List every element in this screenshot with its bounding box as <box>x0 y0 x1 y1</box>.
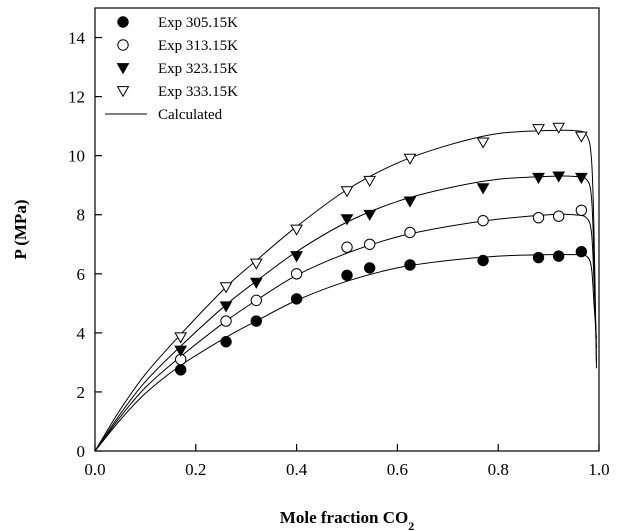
y-tick-label: 12 <box>68 88 85 107</box>
calculated-curve <box>94 175 597 452</box>
y-tick-label: 8 <box>77 206 86 225</box>
y-tick-label: 6 <box>77 265 86 284</box>
y-axis-title: P (MPa) <box>11 200 30 260</box>
y-axis: 0 2 4 6 8 10 12 14 <box>68 29 102 461</box>
data-point <box>532 211 545 224</box>
data-point <box>174 345 188 357</box>
calculated-curve <box>94 253 597 452</box>
x-tick-label: 0.8 <box>488 460 509 479</box>
data-point <box>477 254 489 267</box>
data-point <box>476 183 490 195</box>
data-point <box>404 259 416 271</box>
data-point <box>250 294 262 307</box>
data-point <box>574 131 588 143</box>
data-point <box>363 209 377 221</box>
series-4 <box>174 122 588 344</box>
y-tick-label: 14 <box>68 29 86 48</box>
legend-marker <box>117 39 129 51</box>
data-point <box>220 315 232 327</box>
y-tick-label: 0 <box>77 442 86 461</box>
x-axis-title: Mole fraction CO2 <box>280 508 414 531</box>
legend-label: Exp 305.15K <box>158 15 238 31</box>
x-tick-label: 0.2 <box>185 460 206 479</box>
data-point <box>340 186 354 198</box>
legend-label: Exp 333.15K <box>158 84 238 100</box>
data-point <box>404 226 416 239</box>
calculated-curves <box>94 129 597 452</box>
data-point <box>532 172 545 185</box>
y-tick-label: 2 <box>77 383 86 402</box>
data-point <box>290 251 303 263</box>
data-point <box>363 262 376 274</box>
plot-frame <box>94 7 600 452</box>
data-point <box>340 214 354 226</box>
legend-label: Calculated <box>158 107 223 123</box>
data-point <box>363 175 377 188</box>
legend-marker <box>116 63 130 75</box>
x-axis-title-main: Mole fraction CO <box>280 508 408 527</box>
data-point <box>290 224 303 236</box>
legend: Exp 305.15K Exp 313.15K Exp 323.15K Exp 333… <box>105 15 238 123</box>
data-point <box>552 122 566 134</box>
legend-marker <box>116 86 130 98</box>
data-markers <box>174 122 588 376</box>
data-point <box>476 137 490 149</box>
data-point <box>532 251 545 264</box>
series-3 <box>174 171 588 357</box>
data-point <box>290 293 303 305</box>
data-point <box>574 172 588 185</box>
x-tick-label: 1.0 <box>588 460 609 479</box>
x-axis-title-subscript: 2 <box>408 519 414 531</box>
data-point <box>341 241 353 253</box>
data-point <box>219 301 233 313</box>
data-point <box>250 315 262 327</box>
x-tick-label: 0.0 <box>84 460 105 479</box>
x-axis: 0.0 0.2 0.4 0.6 0.8 1.0 <box>84 444 610 479</box>
data-point <box>477 214 489 227</box>
data-point <box>219 282 233 294</box>
data-point <box>220 336 232 348</box>
data-point <box>552 171 566 183</box>
data-point <box>575 245 588 258</box>
y-tick-label: 10 <box>68 147 85 166</box>
legend-marker <box>117 16 129 28</box>
data-point <box>174 364 187 376</box>
data-point <box>174 332 188 344</box>
plot-area <box>94 7 600 452</box>
y-tick-label: 4 <box>77 324 86 343</box>
series-2 <box>174 204 588 366</box>
calculated-curve <box>94 213 597 452</box>
x-tick-label: 0.4 <box>286 460 308 479</box>
data-point <box>290 268 303 280</box>
data-point <box>403 153 417 165</box>
legend-label: Exp 323.15K <box>158 61 238 77</box>
data-point <box>341 269 353 281</box>
data-point <box>552 250 565 262</box>
data-point <box>532 124 545 136</box>
data-point <box>249 258 263 270</box>
data-point <box>363 238 376 250</box>
series-1 <box>174 245 588 376</box>
data-point <box>575 204 588 217</box>
legend-label: Exp 313.15K <box>158 38 238 54</box>
data-point <box>249 277 263 289</box>
data-point <box>552 210 565 222</box>
calculated-curve <box>94 129 597 452</box>
x-tick-label: 0.6 <box>387 460 408 479</box>
data-point <box>403 196 417 208</box>
